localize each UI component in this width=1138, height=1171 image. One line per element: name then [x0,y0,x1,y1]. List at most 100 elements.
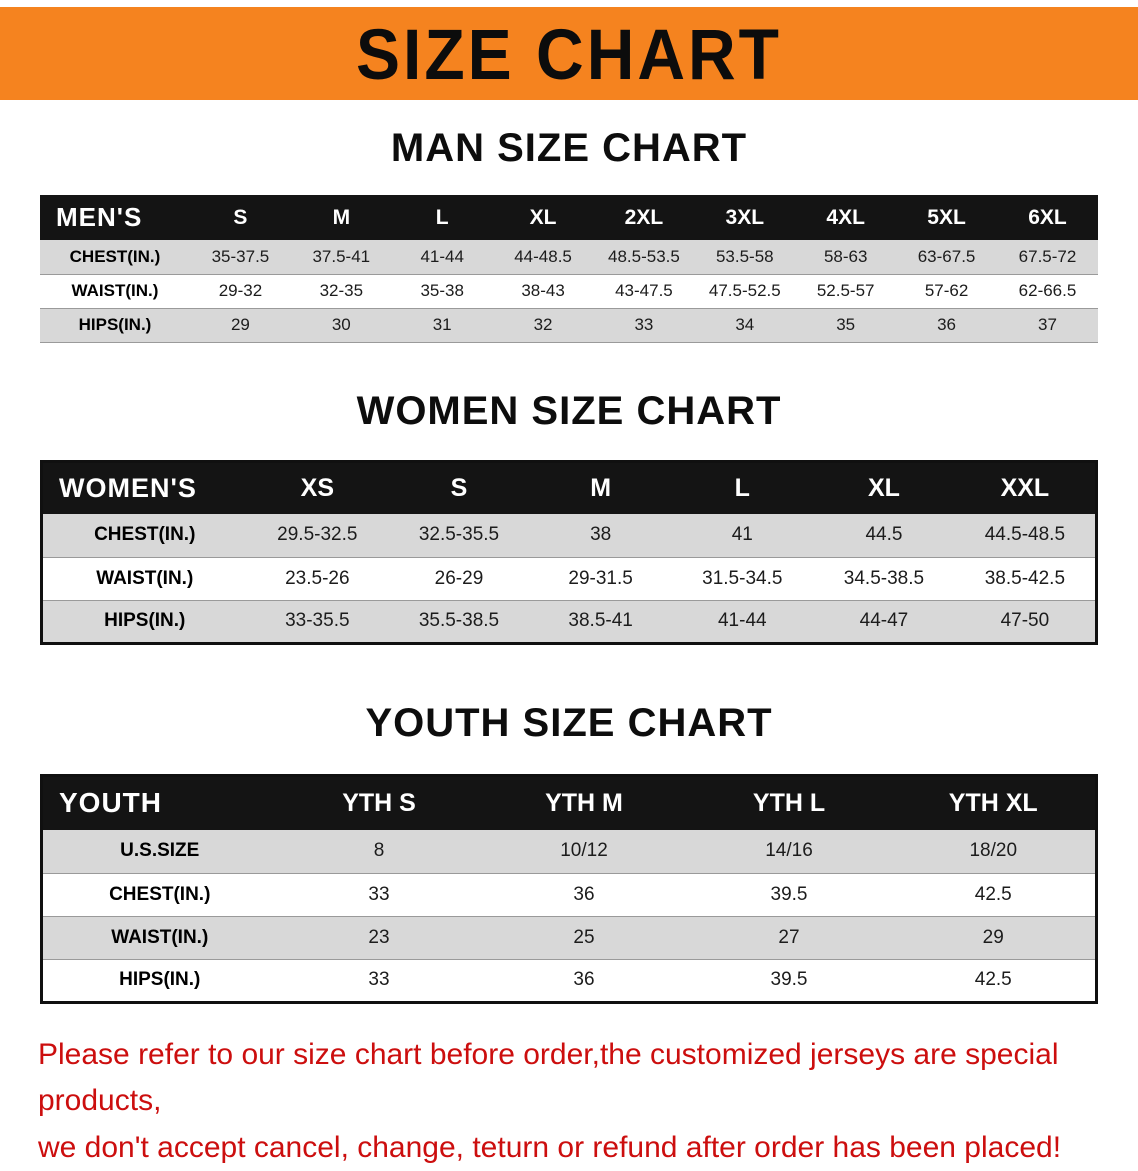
size-value-cell: 27 [687,916,892,959]
size-value-cell: 35-38 [392,274,493,308]
size-value-cell: 18/20 [892,830,1097,873]
table-corner-label: WOMEN'S [42,461,247,514]
size-value-cell: 23 [277,916,482,959]
size-value-cell: 62-66.5 [997,274,1098,308]
size-value-cell: 37.5-41 [291,240,392,274]
size-value-cell: 29-31.5 [530,557,672,600]
disclaimer-line-1: Please refer to our size chart before or… [38,1032,1100,1125]
row-label: HIPS(IN.) [40,308,190,342]
size-value-cell: 44.5 [813,514,955,557]
size-value-cell: 47.5-52.5 [694,274,795,308]
size-value-cell: 42.5 [892,959,1097,1002]
size-value-cell: 58-63 [795,240,896,274]
column-header: S [388,461,530,514]
table-corner-label: MEN'S [40,195,190,240]
size-value-cell: 38 [530,514,672,557]
size-value-cell: 44-47 [813,600,955,643]
size-value-cell: 29 [190,308,291,342]
column-header: L [392,195,493,240]
size-value-cell: 31.5-34.5 [671,557,813,600]
size-value-cell: 29.5-32.5 [247,514,389,557]
size-value-cell: 43-47.5 [594,274,695,308]
size-value-cell: 10/12 [482,830,687,873]
size-value-cell: 67.5-72 [997,240,1098,274]
size-value-cell: 38-43 [493,274,594,308]
size-value-cell: 32.5-35.5 [388,514,530,557]
size-value-cell: 63-67.5 [896,240,997,274]
column-header: XXL [955,461,1097,514]
column-header: 5XL [896,195,997,240]
column-header: XL [813,461,955,514]
column-header: YTH XL [892,775,1097,830]
size-value-cell: 41 [671,514,813,557]
size-value-cell: 35.5-38.5 [388,600,530,643]
size-value-cell: 29 [892,916,1097,959]
column-header: XL [493,195,594,240]
column-header: L [671,461,813,514]
column-header: M [291,195,392,240]
column-header: 2XL [594,195,695,240]
size-value-cell: 32-35 [291,274,392,308]
size-value-cell: 37 [997,308,1098,342]
disclaimer: Please refer to our size chart before or… [0,1032,1138,1171]
size-value-cell: 29-32 [190,274,291,308]
row-label: CHEST(IN.) [40,240,190,274]
size-value-cell: 34 [694,308,795,342]
size-value-cell: 36 [482,959,687,1002]
women-size-chart-heading: WOMEN SIZE CHART [0,389,1138,434]
column-header: 6XL [997,195,1098,240]
size-value-cell: 52.5-57 [795,274,896,308]
page-title: SIZE CHART [356,12,782,94]
size-value-cell: 35 [795,308,896,342]
size-value-cell: 41-44 [392,240,493,274]
youth-size-chart-heading: YOUTH SIZE CHART [0,701,1138,746]
column-header: YTH S [277,775,482,830]
size-value-cell: 44.5-48.5 [955,514,1097,557]
row-label: CHEST(IN.) [42,514,247,557]
size-value-cell: 42.5 [892,873,1097,916]
size-value-cell: 32 [493,308,594,342]
size-value-cell: 33 [277,959,482,1002]
row-label: WAIST(IN.) [42,557,247,600]
row-label: U.S.SIZE [42,830,277,873]
size-value-cell: 26-29 [388,557,530,600]
size-value-cell: 41-44 [671,600,813,643]
size-value-cell: 38.5-42.5 [955,557,1097,600]
row-label: HIPS(IN.) [42,600,247,643]
size-value-cell: 30 [291,308,392,342]
size-value-cell: 44-48.5 [493,240,594,274]
row-label: WAIST(IN.) [42,916,277,959]
size-value-cell: 53.5-58 [694,240,795,274]
size-value-cell: 31 [392,308,493,342]
column-header: 4XL [795,195,896,240]
column-header: XS [247,461,389,514]
column-header: YTH M [482,775,687,830]
size-value-cell: 25 [482,916,687,959]
size-value-cell: 14/16 [687,830,892,873]
row-label: WAIST(IN.) [40,274,190,308]
column-header: M [530,461,672,514]
size-value-cell: 36 [482,873,687,916]
size-value-cell: 39.5 [687,873,892,916]
size-value-cell: 8 [277,830,482,873]
